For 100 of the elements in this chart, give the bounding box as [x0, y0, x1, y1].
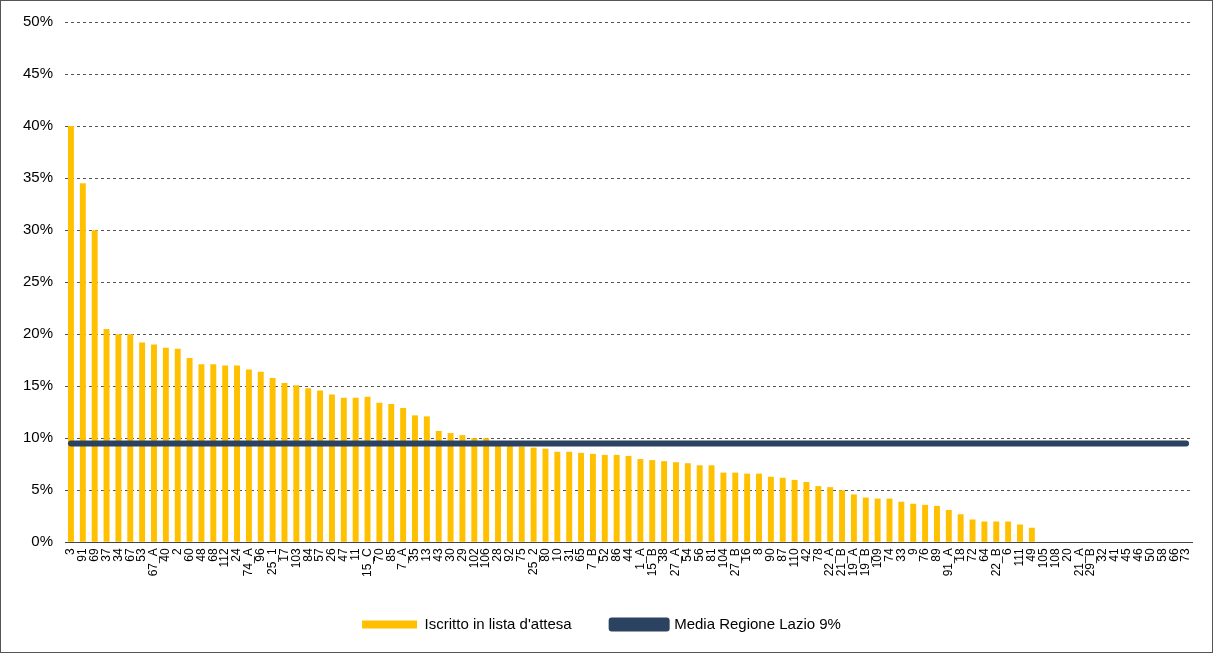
y-tick-label: 50%: [22, 12, 54, 30]
bar: [649, 460, 656, 542]
bar: [684, 463, 691, 542]
x-tick-label: 32: [1095, 548, 1110, 562]
x-tick-label: 72: [964, 548, 979, 562]
x-tick-label: 84: [300, 548, 315, 562]
bar: [151, 344, 157, 542]
x-tick-label: 16: [739, 548, 754, 562]
bar: [210, 364, 217, 542]
bar: [435, 430, 442, 542]
x-tick-label: 31: [561, 548, 576, 562]
bar: [471, 438, 478, 542]
bar: [423, 416, 430, 542]
bar: [779, 477, 786, 542]
bar: [589, 453, 596, 542]
bar: [139, 342, 146, 542]
bar: [732, 472, 739, 542]
x-tick-label: 92: [502, 548, 517, 562]
x-tick-label: 27_B: [727, 548, 742, 577]
x-tick-label: 7_A: [395, 548, 410, 570]
x-tick-label: 78: [810, 548, 825, 562]
bar: [518, 446, 525, 542]
x-tick-label: 70: [371, 548, 386, 562]
x-tick-label: 64: [976, 548, 991, 562]
x-tick-label: 103: [288, 548, 303, 569]
x-tick-label: 27_A: [668, 548, 683, 577]
y-tick-label: 20%: [22, 324, 54, 342]
x-tick-label: 65: [573, 548, 588, 562]
bar: [483, 438, 490, 542]
bar: [922, 504, 929, 542]
bar: [376, 402, 383, 542]
x-tick-label: 29_B: [1083, 548, 1098, 577]
bar: [174, 348, 181, 542]
x-tick-label: 15_B: [644, 548, 659, 577]
bar: [993, 521, 1000, 542]
x-tick-label: 81: [703, 548, 718, 562]
y-tick-label: 40%: [22, 116, 54, 134]
x-tick-label: 54: [680, 548, 695, 562]
bar: [234, 365, 240, 542]
bar: [827, 487, 834, 542]
x-tick-label: 50: [1142, 548, 1157, 562]
x-tick-label: 35: [407, 548, 422, 562]
x-tick-label: 8: [751, 548, 766, 555]
x-tick-label: 85: [383, 548, 398, 562]
x-tick-label: 10: [549, 548, 564, 562]
x-tick-label: 76: [917, 548, 932, 562]
bar: [317, 390, 324, 542]
bar: [186, 358, 193, 542]
bar: [720, 472, 727, 542]
x-tick-label: 67: [122, 548, 137, 562]
x-tick-label: 24: [229, 548, 244, 562]
bar: [673, 462, 679, 542]
bar: [910, 503, 917, 542]
bar: [400, 408, 407, 542]
x-tick-label: 111: [1012, 548, 1027, 567]
x-tick-label: 104: [715, 548, 730, 569]
x-tick-label: 21_B: [834, 548, 849, 577]
bar: [945, 510, 952, 542]
x-tick-label: 6: [1000, 548, 1015, 555]
x-tick-label: 74: [881, 548, 896, 562]
bar: [601, 454, 608, 542]
bar: [412, 415, 418, 542]
x-tick-label: 21_A: [1071, 548, 1086, 577]
y-tick-label: 5%: [31, 480, 54, 498]
x-tick-label: 28: [490, 548, 505, 562]
bar: [661, 461, 668, 542]
bar: [933, 505, 940, 542]
bar: [637, 459, 644, 542]
x-tick-label: 33: [893, 548, 908, 562]
x-tick-label: 102: [466, 548, 481, 569]
y-tick-label: 35%: [22, 168, 54, 186]
bar: [898, 501, 905, 542]
x-tick-label: 22_A: [822, 548, 837, 577]
y-tick-label: 10%: [22, 428, 54, 446]
legend-label: Media Regione Lazio 9%: [674, 614, 841, 632]
x-tick-label: 37: [98, 548, 113, 562]
bar: [957, 514, 964, 542]
bar: [1028, 527, 1035, 542]
bar: [293, 385, 300, 542]
bar: [328, 394, 335, 542]
bar: [459, 435, 466, 542]
bar: [388, 403, 395, 542]
bar: [305, 388, 312, 542]
y-tick-label: 25%: [22, 272, 54, 290]
bar: [79, 183, 86, 542]
x-tick-label: 26: [324, 548, 339, 562]
y-tick-label: 30%: [22, 220, 54, 238]
x-tick-label: 42: [798, 548, 813, 562]
x-tick-label: 89: [929, 548, 944, 562]
x-tick-label: 34: [110, 548, 125, 562]
x-tick-label: 3: [63, 548, 78, 555]
bar: [578, 452, 585, 542]
bar: [791, 479, 798, 542]
x-tick-label: 68: [205, 548, 220, 562]
y-tick-label: 0%: [31, 532, 54, 550]
bar: [1017, 524, 1023, 542]
x-tick-label: 73: [1178, 548, 1193, 562]
bar: [127, 334, 134, 542]
bar: [103, 328, 110, 542]
bar: [815, 486, 822, 542]
